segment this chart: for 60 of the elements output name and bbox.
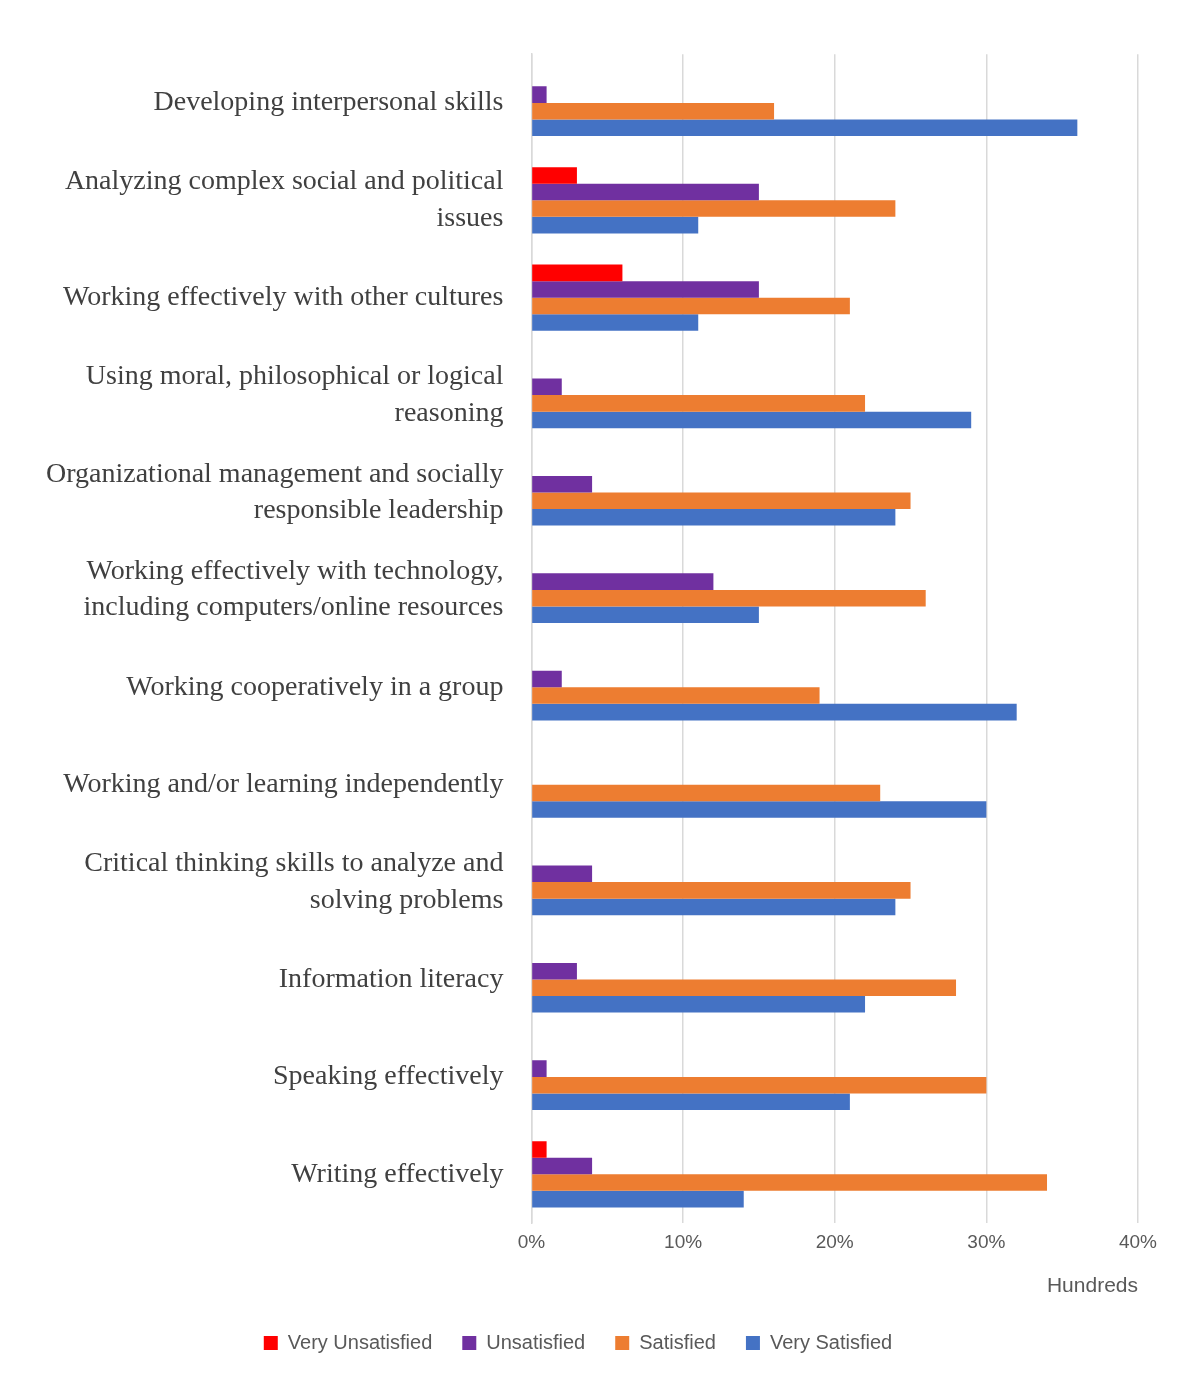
- bar: [532, 86, 547, 103]
- bar: [532, 297, 850, 315]
- y-tick-label: Working effectively with other cultures: [63, 280, 504, 312]
- y-tick-label: Using moral, philosophical or logical reasoning: [85, 359, 504, 427]
- bar: [532, 1093, 850, 1111]
- bar: [532, 167, 577, 184]
- bar: [532, 606, 759, 624]
- y-tick-label: Working and/or learning independently: [63, 767, 504, 799]
- bar: [532, 589, 926, 607]
- bar: [532, 1190, 744, 1208]
- bar: [532, 801, 987, 818]
- bar: [532, 898, 896, 916]
- bar: [532, 979, 957, 997]
- x-axis-title: Hundreds: [1046, 1273, 1138, 1297]
- bar: [532, 378, 562, 396]
- bar: [532, 573, 714, 590]
- bar: [532, 475, 593, 493]
- bar: [532, 670, 562, 688]
- x-tick-label: 10%: [664, 1230, 703, 1252]
- bar: [532, 1141, 547, 1158]
- x-tick-label: 20%: [815, 1230, 854, 1252]
- x-tick-label: 40%: [1118, 1230, 1158, 1252]
- bar: [532, 492, 911, 510]
- bar: [532, 216, 699, 234]
- x-tick-label: 0%: [517, 1230, 546, 1252]
- y-tick-label: Information literacy: [278, 961, 504, 993]
- y-tick-label: Working effectively with technology, including computers/online resources: [83, 554, 504, 622]
- bar: [532, 264, 623, 282]
- bar: [532, 119, 1078, 137]
- bar: [532, 183, 759, 201]
- bar: [532, 962, 577, 980]
- bar: [532, 102, 775, 120]
- y-tick-label: Working cooperatively in a group: [126, 669, 504, 701]
- legend-label: Very Satisfied: [769, 1330, 893, 1353]
- bar: [532, 314, 699, 331]
- bar: [532, 200, 896, 217]
- bar: [532, 996, 866, 1013]
- bar: [532, 882, 911, 899]
- bar: [532, 784, 881, 802]
- bar: [532, 509, 896, 526]
- y-tick-label: Organizational management and socially responsible leadership: [46, 456, 504, 525]
- x-tick-label: 30%: [967, 1230, 1006, 1252]
- bar: [532, 687, 820, 704]
- bar: [532, 703, 1017, 721]
- y-tick-label: Speaking effectively: [273, 1059, 504, 1091]
- y-tick-label: Analyzing complex social and political issues: [64, 164, 504, 232]
- bar: [532, 1174, 1048, 1191]
- legend-label: Unsatisfied: [486, 1330, 586, 1353]
- y-tick-label: Developing interpersonal skills: [153, 85, 504, 117]
- legend-label: Satisfied: [639, 1330, 716, 1353]
- bar: [532, 1076, 987, 1094]
- y-tick-label: Writing effectively: [291, 1156, 504, 1188]
- y-tick-label: Critical thinking skills to analyze and solving problems: [84, 846, 504, 914]
- bar: [532, 1060, 547, 1077]
- bar: [532, 865, 593, 883]
- bar: [532, 411, 972, 429]
- bar: [532, 1157, 593, 1175]
- bar: [532, 395, 866, 412]
- legend-label: Very Unsatisfied: [287, 1330, 433, 1353]
- bar: [532, 281, 759, 298]
